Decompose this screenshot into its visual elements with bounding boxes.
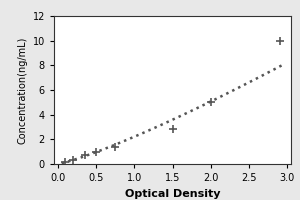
X-axis label: Optical Density: Optical Density xyxy=(125,189,220,199)
Y-axis label: Concentration(ng/mL): Concentration(ng/mL) xyxy=(17,36,27,144)
